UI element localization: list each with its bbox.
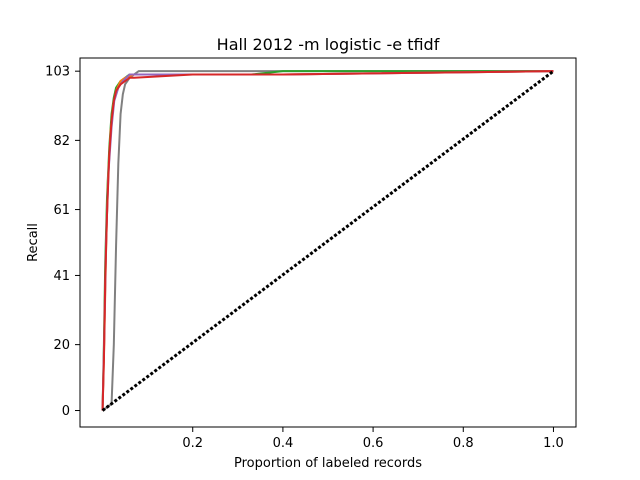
series-layer bbox=[101, 69, 555, 412]
y-axis: 0 20 41 61 82 103 bbox=[45, 65, 80, 419]
x-tick-label: 1.0 bbox=[543, 436, 564, 451]
plot-frame bbox=[79, 57, 577, 428]
y-tick-label: 20 bbox=[53, 338, 70, 353]
x-tick-label: 0.6 bbox=[363, 436, 384, 451]
x-tick-label: 0.2 bbox=[182, 436, 203, 451]
series-line-1 bbox=[101, 70, 554, 412]
series-line-6 bbox=[101, 69, 555, 412]
y-axis-label: Recall bbox=[26, 223, 41, 262]
x-tick-label: 0.4 bbox=[273, 436, 294, 451]
x-tick-label: 0.8 bbox=[453, 436, 474, 451]
y-tick-label: 41 bbox=[53, 269, 70, 284]
series-line-5 bbox=[101, 70, 554, 411]
chart-title: Hall 2012 -m logistic -e tfidf bbox=[217, 35, 440, 54]
x-axis-label: Proportion of labeled records bbox=[234, 456, 422, 471]
y-tick-label: 82 bbox=[53, 134, 70, 149]
y-tick-label: 61 bbox=[53, 203, 70, 218]
y-tick-label: 103 bbox=[45, 65, 70, 80]
x-axis: 0.2 0.4 0.6 0.8 1.0 bbox=[182, 427, 564, 451]
y-tick-label: 0 bbox=[62, 404, 70, 419]
